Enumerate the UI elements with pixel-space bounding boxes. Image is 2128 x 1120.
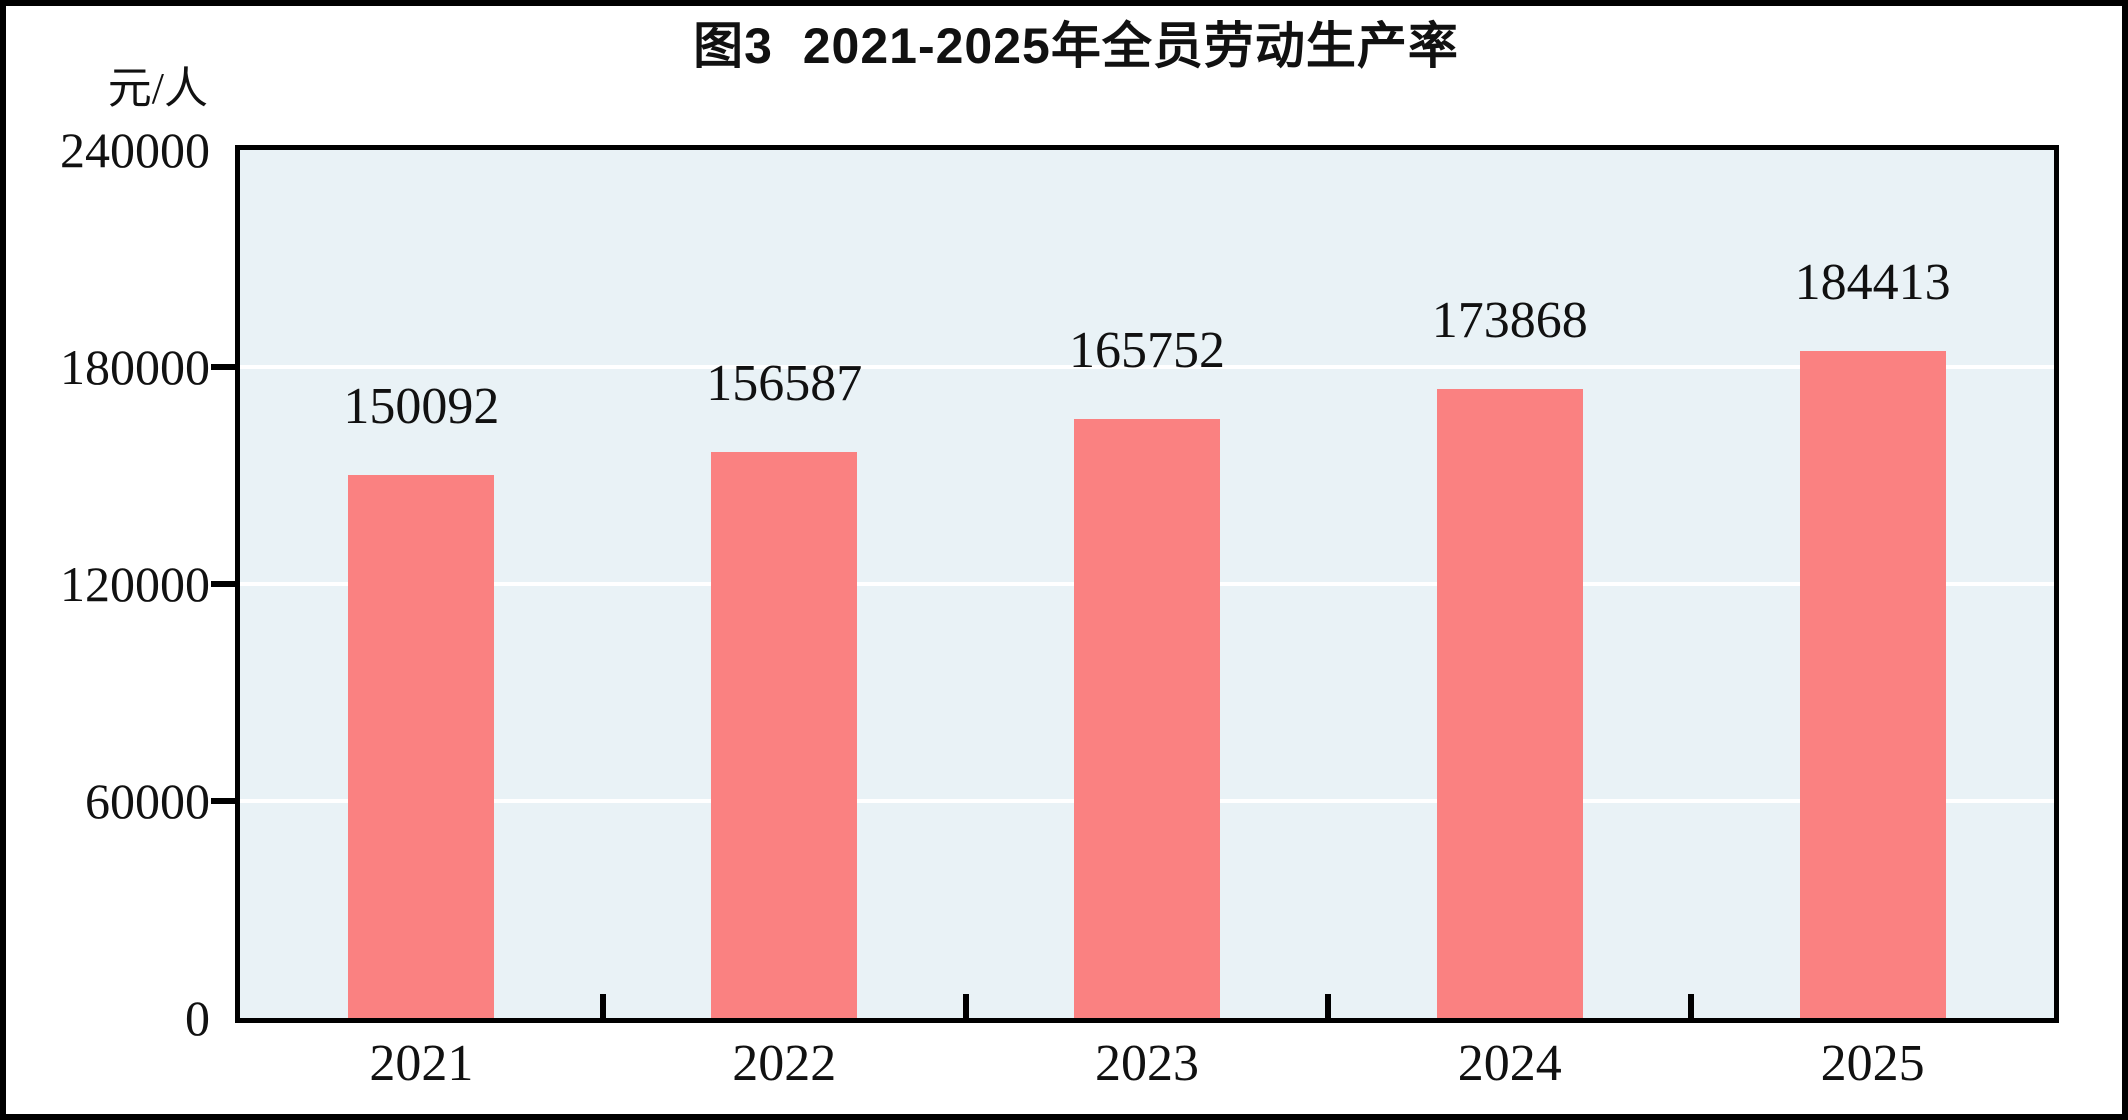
bar-2022	[711, 451, 858, 1018]
bar-2021	[348, 475, 495, 1018]
y-tick-mark-120000	[211, 581, 235, 587]
x-tick-mark-3	[1325, 994, 1332, 1018]
y-tick-mark-60000	[211, 798, 235, 804]
bar-value-label-2023: 165752	[1069, 321, 1225, 379]
chart-title: 图3 2021-2025年全员劳动生产率	[693, 18, 1459, 74]
bar-value-label-2021: 150092	[343, 378, 500, 436]
bar-value-label-2022: 156587	[706, 354, 863, 412]
bar-2025	[1799, 351, 1946, 1018]
y-tick-label-180000: 180000	[60, 339, 210, 395]
bar-value-label-2024: 173868	[1431, 292, 1588, 350]
x-tick-label-2023: 2023	[1095, 1035, 1199, 1092]
y-tick-label-240000: 240000	[60, 122, 210, 178]
y-tick-label-0: 0	[185, 990, 210, 1046]
x-tick-mark-2	[962, 994, 969, 1018]
x-tick-label-2022: 2022	[732, 1035, 837, 1092]
y-axis-unit-label: 元/人	[107, 64, 208, 113]
bar-value-label-2025: 184413	[1794, 254, 1951, 312]
x-tick-label-2021: 2021	[369, 1035, 474, 1092]
gridline-180000	[240, 365, 2054, 369]
bar-2024	[1436, 389, 1583, 1018]
x-tick-mark-4	[1688, 994, 1695, 1018]
y-tick-mark-180000	[211, 364, 235, 370]
plot-area	[235, 145, 2059, 1023]
x-tick-mark-1	[599, 994, 606, 1018]
x-tick-label-2025: 2025	[1820, 1035, 1925, 1092]
bar-2023	[1074, 418, 1220, 1018]
y-tick-label-120000: 120000	[60, 556, 210, 612]
y-tick-label-60000: 60000	[85, 773, 210, 829]
x-tick-label-2024: 2024	[1457, 1035, 1562, 1092]
